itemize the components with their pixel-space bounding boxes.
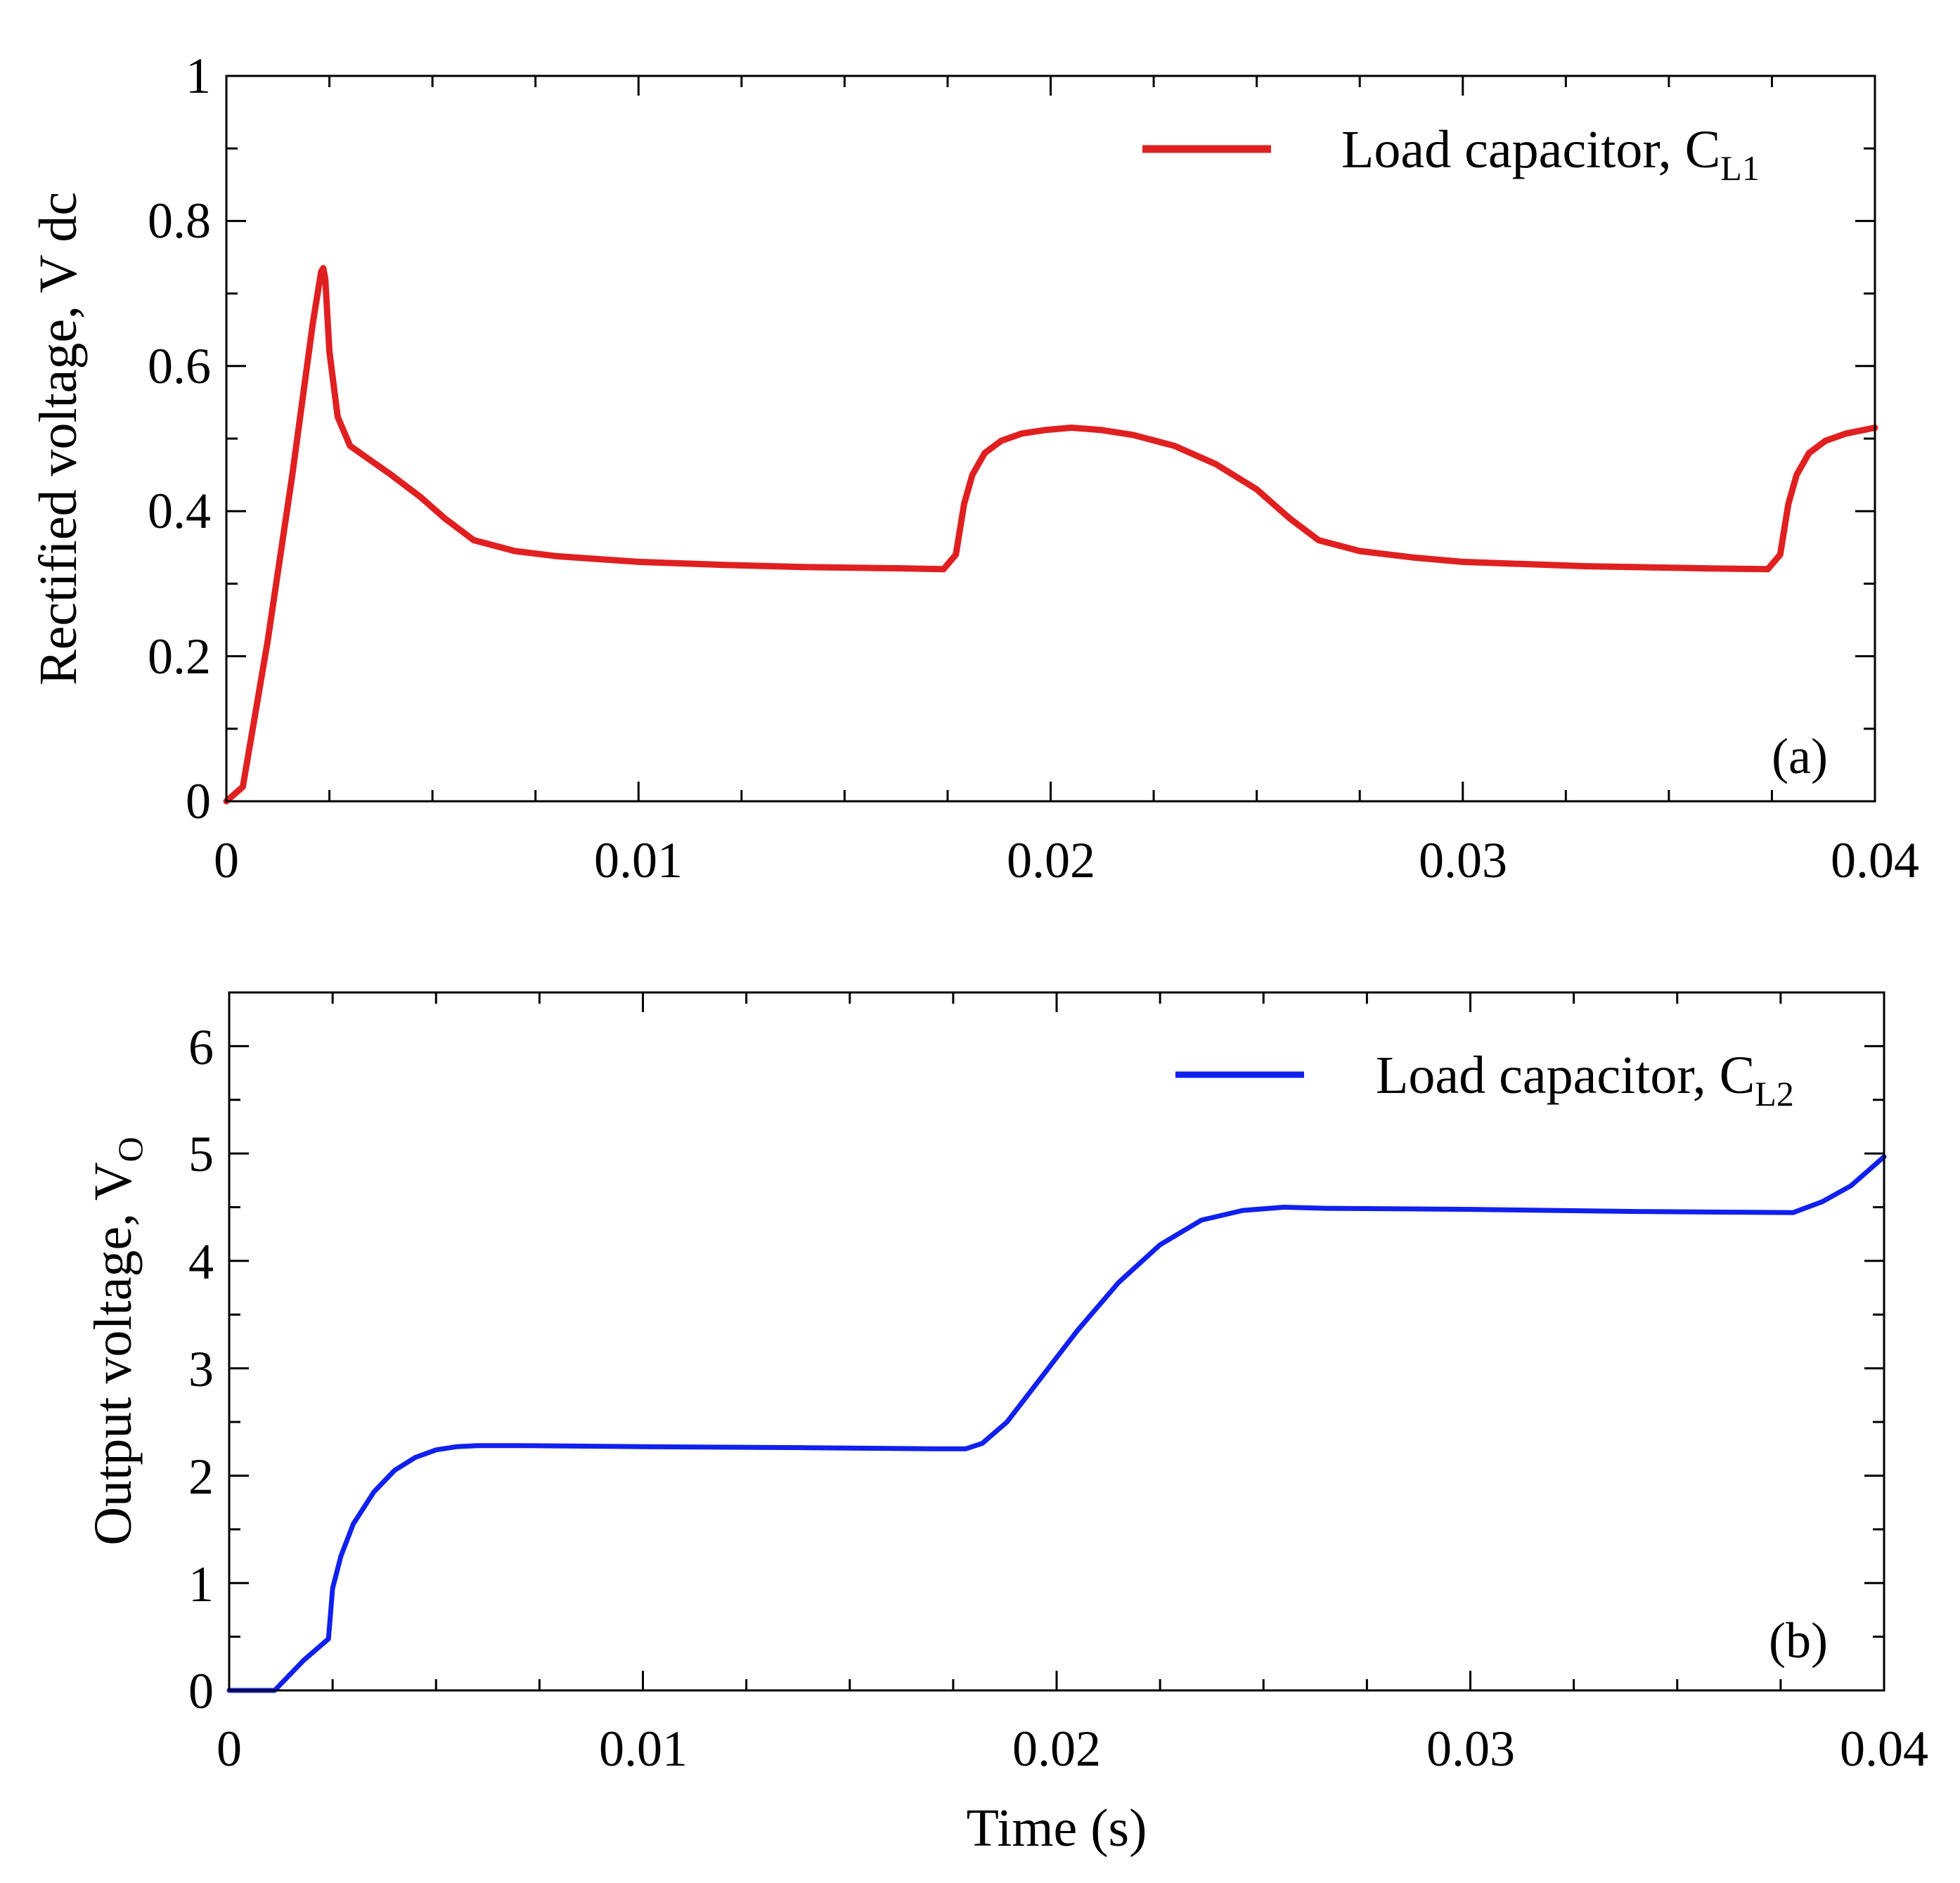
x-tick-label: 0.01 — [599, 1721, 688, 1777]
series-line-cl2 — [226, 1154, 1887, 1693]
panel-a-y-axis-title: Rectified voltage, V dc — [29, 192, 88, 685]
y-tick-label: 0.8 — [148, 193, 211, 249]
y-tick-label: 6 — [188, 1019, 214, 1075]
y-tick-label: 0.6 — [148, 338, 211, 394]
y-tick-label: 1 — [186, 48, 211, 104]
y-tick-label: 3 — [188, 1341, 214, 1397]
y-tick-label: 0 — [186, 773, 211, 829]
panel-b-plot-frame — [228, 991, 1885, 1692]
y-tick-label: 4 — [188, 1234, 214, 1290]
panel-b-label: (b) — [1769, 1612, 1828, 1669]
x-tick-label: 0.03 — [1426, 1721, 1515, 1777]
x-tick-label: 0.04 — [1831, 832, 1919, 888]
panel-b-x-axis-title: Time (s) — [967, 1799, 1147, 1858]
panel-b-x-tick-labels: 0 0.01 0.02 0.03 0.04 — [217, 1721, 1928, 1777]
x-tick-label: 0.04 — [1840, 1721, 1928, 1777]
panel-a-y-tick-labels: 0 0.2 0.4 0.6 0.8 1 — [148, 48, 211, 829]
y-tick-label: 1 — [188, 1556, 214, 1612]
panel-a-x-tick-labels: 0 0.01 0.02 0.03 0.04 — [214, 832, 1919, 888]
panel-a-tick-marks — [225, 75, 1876, 803]
y-tick-label: 5 — [188, 1126, 214, 1182]
x-tick-label: 0.02 — [1007, 832, 1095, 888]
series-line-cl1 — [223, 265, 1878, 805]
x-tick-label: 0.01 — [594, 832, 683, 888]
panel-b-legend: Load capacitor, CL2 — [1175, 1046, 1794, 1113]
panel-b-output-voltage: 0 0.01 0.02 0.03 0.04 0 1 2 3 4 5 6 Outp… — [84, 991, 1928, 1858]
panel-a-plot-frame — [225, 75, 1876, 803]
y-tick-label: 0 — [188, 1663, 214, 1719]
y-tick-label: 0.4 — [148, 483, 211, 539]
panel-b-y-axis-title: Output voltage, VO — [84, 1137, 150, 1545]
x-tick-label: 0 — [217, 1721, 242, 1777]
y-tick-label: 2 — [188, 1449, 214, 1505]
x-tick-label: 0.03 — [1419, 832, 1507, 888]
legend-label-cl2: Load capacitor, CL2 — [1376, 1046, 1794, 1113]
panel-b-y-tick-labels: 0 1 2 3 4 5 6 — [188, 1019, 214, 1719]
y-tick-label: 0.2 — [148, 628, 211, 685]
panel-a-rectified-voltage: 0 0.01 0.02 0.03 0.04 0 0.2 0.4 0.6 0.8 … — [29, 48, 1919, 888]
panel-a-label: (a) — [1772, 728, 1828, 784]
x-tick-label: 0 — [214, 832, 239, 888]
legend-label-cl1: Load capacitor, CL1 — [1341, 120, 1760, 188]
panel-a-legend: Load capacitor, CL1 — [1142, 120, 1760, 188]
x-tick-label: 0.02 — [1012, 1721, 1101, 1777]
